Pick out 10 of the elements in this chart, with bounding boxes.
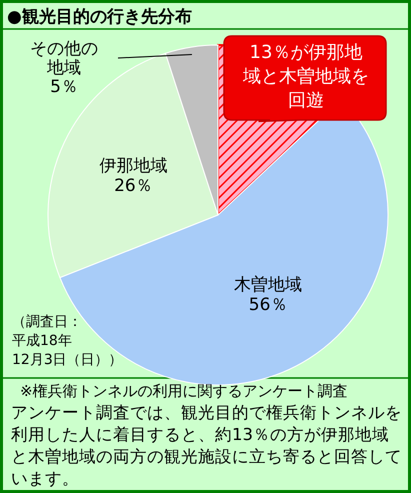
source: ※権兵衛トンネルの利用に関するアンケート調査 アンケート調査では、観光目的で権兵衛トンネルを利用した人に着目すると、約13％の方が伊那地域と木曽地域の両方の観光施設に立ち寄ると回答しています。 — [11, 382, 402, 488]
data-label: 26％ — [114, 176, 153, 196]
data-label: 5％ — [50, 77, 78, 97]
callout: 13％が伊那地域と木曽地域を回遊 — [223, 35, 387, 122]
slice-label: 伊那地域 — [99, 156, 168, 176]
chart-title: ●観光目的の行き先分布 — [7, 7, 192, 27]
note: （調査日：平成18年12月3日（日）） — [12, 314, 123, 368]
slice-label: 木曽地域 — [234, 274, 302, 295]
data-label: 56％ — [248, 294, 288, 315]
slice-label: その他の地域 — [30, 39, 98, 78]
